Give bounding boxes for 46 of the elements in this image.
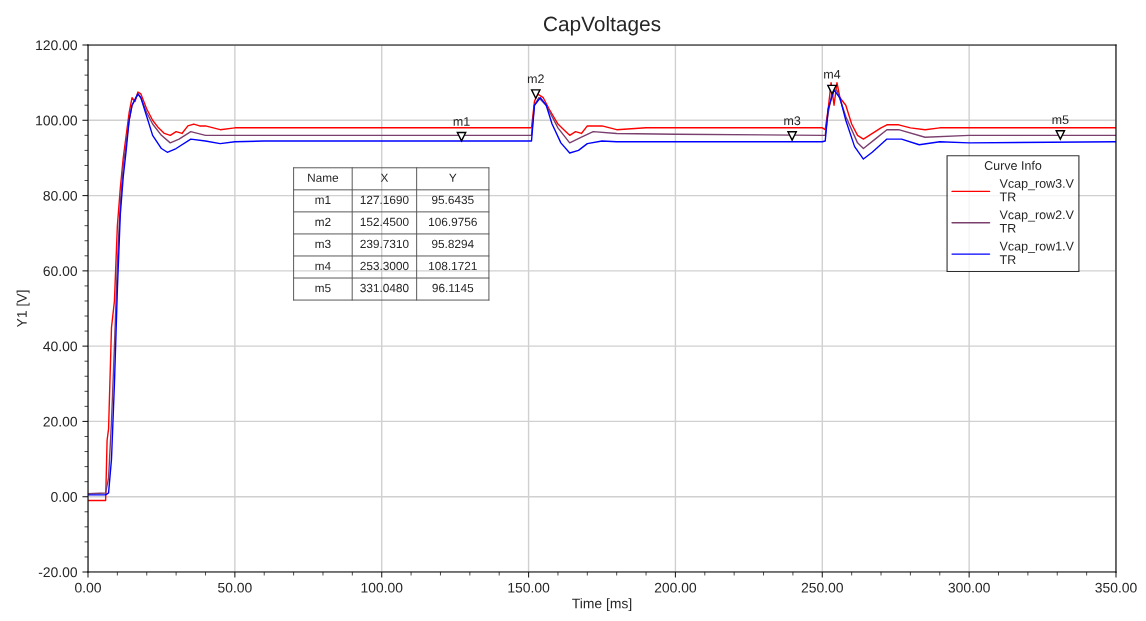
annotation: Name (308, 173, 339, 182)
annotation: 106.9756 (429, 217, 477, 227)
x-tick-label: 100.00 (361, 582, 403, 593)
annotation: m1 (453, 117, 470, 126)
annotation: m1 (315, 195, 331, 204)
annotation: 331.0480 (360, 283, 409, 293)
annotation: X (380, 173, 389, 182)
annotation: 95.6435 (432, 195, 474, 205)
x-tick-label: 200.00 (654, 582, 697, 593)
annotation: 253.3000 (360, 261, 409, 271)
x-tick-label: 150.00 (508, 582, 550, 593)
x-tick-label: 0.00 (75, 582, 101, 593)
annotation: m2 (527, 74, 544, 84)
annotation: Y (449, 173, 457, 182)
annotation: m3 (784, 116, 801, 126)
y-tick-label: 100.00 (36, 115, 78, 126)
annotation: m4 (824, 70, 841, 79)
x-tick-label: 350.00 (1095, 582, 1137, 593)
legend-label: Vcap_row2.V TR (999, 210, 1074, 233)
y-tick-label: 20.00 (43, 416, 78, 427)
annotation: 95.8294 (432, 239, 474, 249)
annotation: 152.4500 (360, 217, 409, 227)
annotation: 96.1145 (432, 283, 474, 293)
annotation: m4 (315, 261, 331, 271)
legend-title: Curve Info (984, 160, 1042, 170)
annotation: 108.1721 (429, 261, 477, 271)
x-tick-label: 300.00 (948, 582, 990, 593)
x-tick-label: 250.00 (801, 582, 843, 593)
legend-label: Vcap_row3.V TR (999, 179, 1074, 202)
annotation: 239.7310 (360, 239, 409, 249)
y-tick-label: 120.00 (36, 40, 78, 51)
y-tick-label: 80.00 (43, 190, 78, 201)
annotation: m3 (315, 239, 331, 249)
annotation: m2 (315, 217, 331, 226)
x-tick-label: 50.00 (218, 582, 252, 593)
y-axis-title: Y1 [V] (16, 290, 30, 328)
y-tick-label: 0.00 (51, 492, 78, 502)
y-tick-label: 40.00 (43, 341, 78, 352)
annotation: m5 (315, 283, 331, 293)
annotation: m5 (1052, 115, 1069, 125)
legend-label: Vcap_row1.V TR (999, 241, 1074, 264)
x-axis-title: Time [ms] (572, 598, 632, 612)
y-tick-label: -20.00 (38, 567, 78, 578)
chart-title: CapVoltages (543, 16, 661, 36)
annotation: 127.1690 (360, 195, 409, 205)
y-tick-label: 60.00 (43, 266, 78, 277)
